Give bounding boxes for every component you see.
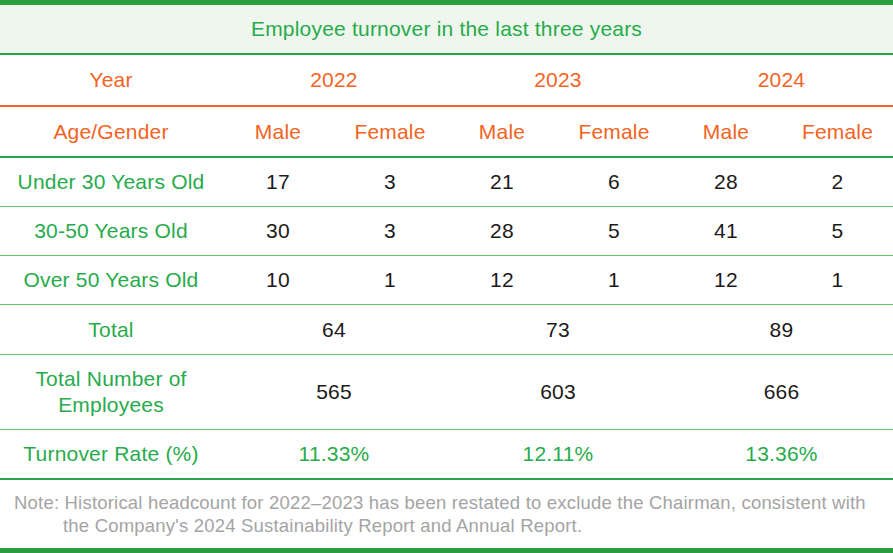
year-2022: 2022: [222, 55, 446, 106]
cell-value: 1: [558, 256, 670, 305]
footnote-text: Note: Historical headcount for 2022–2023…: [0, 491, 893, 537]
age-gender-header-row: Age/Gender Male Female Male Female Male …: [0, 106, 893, 157]
cell-value: 5: [558, 207, 670, 256]
row-over-50: Over 50 Years Old 10 1 12 1 12 1: [0, 256, 893, 305]
row-label: Total: [0, 305, 222, 355]
employees-2023: 603: [446, 355, 670, 430]
row-label: Under 30 Years Old: [0, 157, 222, 207]
cell-value: 1: [334, 256, 446, 305]
row-turnover-rate: Turnover Rate (%) 11.33% 12.11% 13.36%: [0, 430, 893, 480]
cell-value: 21: [446, 157, 558, 207]
turnover-table: Employee turnover in the last three year…: [0, 0, 893, 553]
employees-2022: 565: [222, 355, 446, 430]
col-female-2024: Female: [782, 106, 893, 157]
cell-value: 17: [222, 157, 334, 207]
data-table: Year 2022 2023 2024 Age/Gender Male Fema…: [0, 55, 893, 480]
row-label: Turnover Rate (%): [0, 430, 222, 480]
footnote-area: Note: Historical headcount for 2022–2023…: [0, 480, 893, 548]
row-30-50: 30-50 Years Old 30 3 28 5 41 5: [0, 207, 893, 256]
col-male-2022: Male: [222, 106, 334, 157]
turnover-2024: 13.36%: [670, 430, 893, 480]
turnover-2022: 11.33%: [222, 430, 446, 480]
cell-value: 12: [670, 256, 782, 305]
total-2022: 64: [222, 305, 446, 355]
col-male-2023: Male: [446, 106, 558, 157]
employees-2024: 666: [670, 355, 893, 430]
row-label: Total Number of Employees: [0, 355, 222, 430]
total-2023: 73: [446, 305, 670, 355]
row-under-30: Under 30 Years Old 17 3 21 6 28 2: [0, 157, 893, 207]
col-female-2022: Female: [334, 106, 446, 157]
cell-value: 41: [670, 207, 782, 256]
year-2024: 2024: [670, 55, 893, 106]
cell-value: 2: [782, 157, 893, 207]
cell-value: 1: [782, 256, 893, 305]
cell-value: 28: [446, 207, 558, 256]
cell-value: 12: [446, 256, 558, 305]
turnover-2023: 12.11%: [446, 430, 670, 480]
col-male-2024: Male: [670, 106, 782, 157]
cell-value: 5: [782, 207, 893, 256]
total-2024: 89: [670, 305, 893, 355]
row-label: Over 50 Years Old: [0, 256, 222, 305]
year-2023: 2023: [446, 55, 670, 106]
table-title-row: Employee turnover in the last three year…: [0, 5, 893, 55]
age-gender-label: Age/Gender: [0, 106, 222, 157]
row-total-employees: Total Number of Employees 565 603 666: [0, 355, 893, 430]
cell-value: 3: [334, 157, 446, 207]
year-label: Year: [0, 55, 222, 106]
row-total: Total 64 73 89: [0, 305, 893, 355]
year-header-row: Year 2022 2023 2024: [0, 55, 893, 106]
cell-value: 30: [222, 207, 334, 256]
col-female-2023: Female: [558, 106, 670, 157]
cell-value: 10: [222, 256, 334, 305]
table-title: Employee turnover in the last three year…: [251, 17, 642, 41]
cell-value: 6: [558, 157, 670, 207]
row-label: 30-50 Years Old: [0, 207, 222, 256]
cell-value: 3: [334, 207, 446, 256]
cell-value: 28: [670, 157, 782, 207]
